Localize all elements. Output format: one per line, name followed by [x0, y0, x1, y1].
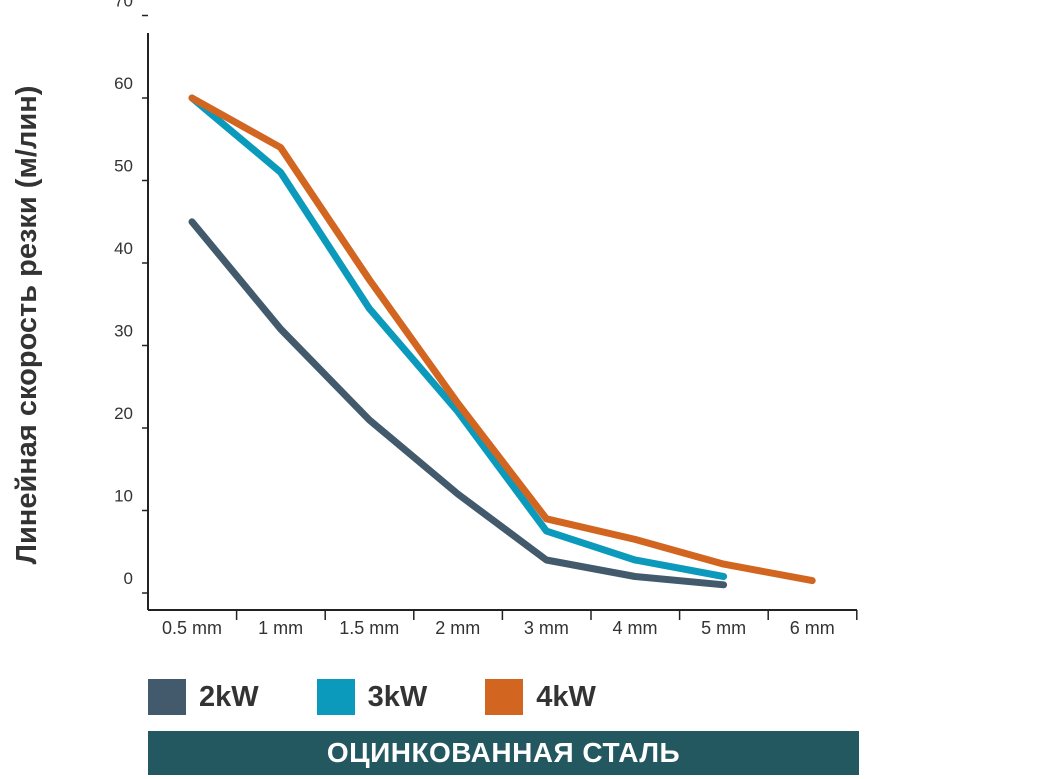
x-tick-label: 2 mm — [435, 618, 480, 638]
legend-swatch-2kw — [148, 679, 186, 715]
material-banner: ОЦИНКОВАННАЯ СТАЛЬ — [148, 731, 859, 775]
legend-item-2kw: 2kW — [148, 679, 259, 715]
legend-label-2kw: 2kW — [199, 680, 259, 713]
x-tick-label: 1.5 mm — [339, 618, 399, 638]
x-tick-label: 1 mm — [258, 618, 303, 638]
x-tick-label: 5 mm — [701, 618, 746, 638]
x-tick-label: 0.5 mm — [162, 618, 222, 638]
banner-label: ОЦИНКОВАННАЯ СТАЛЬ — [326, 737, 681, 768]
legend-swatch-3kw — [316, 679, 355, 715]
y-tick-label: 0 — [124, 569, 133, 588]
y-tick-label: 50 — [114, 157, 133, 176]
series-lines — [188, 94, 816, 589]
line-chart: Линейная скорость резки (м/лин) 0 10 20 30 4… — [11, 0, 858, 638]
ticks: 0 10 20 30 40 50 60 70 0.5 mm 1 mm 1.5 mm 2 mm 3 mm 4… — [114, 0, 858, 638]
legend-item-3kw: 3kW — [316, 679, 428, 715]
x-tick-label: 6 mm — [790, 618, 835, 638]
series-line-3kw — [188, 94, 728, 580]
y-tick-label: 20 — [114, 404, 133, 423]
legend-item-4kw: 4kW — [485, 679, 596, 715]
x-tick-label: 3 mm — [524, 618, 569, 638]
x-tick-label: 4 mm — [613, 618, 658, 638]
y-tick-label: 40 — [114, 239, 133, 258]
legend: 2kW 3kW 4kW — [148, 679, 654, 715]
y-tick-label: 60 — [114, 74, 133, 93]
legend-label-3kw: 3kW — [367, 680, 428, 713]
y-tick-label: 10 — [114, 487, 133, 506]
y-axis-title-group: Линейная скорость резки (м/лин) — [11, 86, 43, 565]
y-tick-label: 30 — [114, 322, 133, 341]
series-line-4kw — [188, 94, 816, 585]
legend-label-4kw: 4kW — [536, 680, 596, 713]
series-line-2kw — [188, 218, 728, 589]
y-axis-title: Линейная скорость резки (м/лин) — [11, 86, 43, 565]
y-tick-label: 70 — [114, 0, 133, 11]
legend-swatch-4kw — [485, 679, 524, 715]
